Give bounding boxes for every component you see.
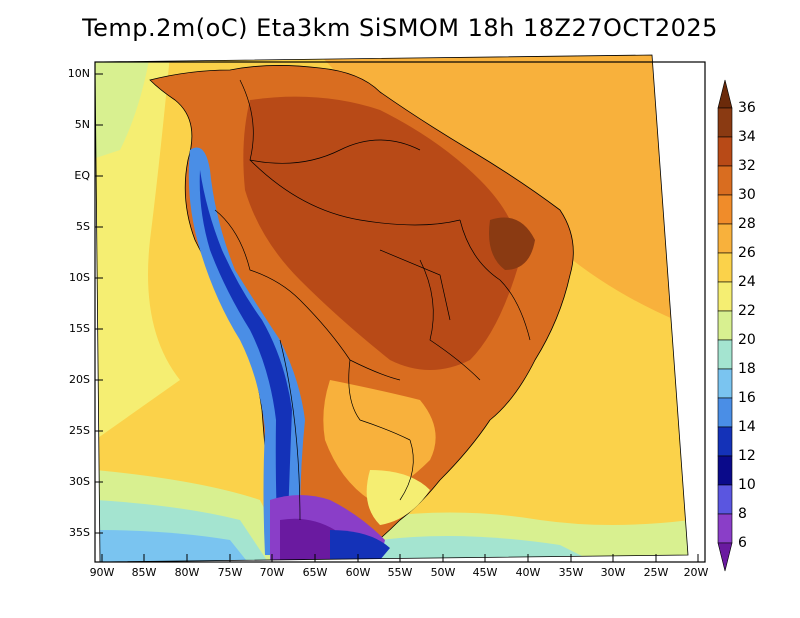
colorbar-segment <box>717 194 733 225</box>
lon-label-65w: 65W <box>302 566 328 579</box>
border-paraguay <box>348 359 411 441</box>
colorbar-label-12: 12 <box>738 448 756 464</box>
lon-label-85w: 85W <box>131 566 157 579</box>
lon-label-80w: 80W <box>174 566 200 579</box>
colorbar-segment <box>717 455 733 486</box>
lon-label-90w: 90W <box>89 566 115 579</box>
lat-label-30s: 30S <box>69 475 90 488</box>
northeast-hottest <box>489 217 535 270</box>
lon-label-55w: 55W <box>387 566 413 579</box>
colorbar-label-28: 28 <box>738 216 756 232</box>
colorbar-segment <box>717 165 733 196</box>
south-pacific-coldest <box>95 530 250 562</box>
colorbar-label-36: 36 <box>738 100 756 116</box>
patagonia-coldest <box>280 518 335 560</box>
lat-label-15s: 15S <box>69 322 90 335</box>
lon-label-60w: 60W <box>345 566 371 579</box>
pacific-cooler-area <box>95 55 150 160</box>
colorbar-segment <box>717 310 733 341</box>
colorbar-bottom-arrow <box>717 542 733 572</box>
lon-label-70w: 70W <box>259 566 285 579</box>
colorbar-segment <box>717 368 733 399</box>
border-brazil-states <box>419 259 481 381</box>
colorbar-label-32: 32 <box>738 158 756 174</box>
colorbar-label-8: 8 <box>738 506 747 522</box>
colorbar-segment <box>717 513 733 544</box>
border-chile-argentina <box>279 339 301 521</box>
andes-very-cold <box>199 170 292 550</box>
lon-label-75w: 75W <box>217 566 243 579</box>
lat-label-eq: EQ <box>74 169 90 182</box>
colorbar-label-34: 34 <box>738 129 756 145</box>
temperature-field <box>95 55 688 562</box>
colorbar-top-arrow <box>717 79 733 109</box>
lon-label-40w: 40W <box>515 566 541 579</box>
lat-label-5n: 5N <box>74 118 90 131</box>
lat-label-10s: 10S <box>69 271 90 284</box>
colorbar-segment <box>717 223 733 254</box>
border-brazil-central <box>379 249 451 321</box>
border-amazon-north <box>249 159 461 226</box>
colorbar-segment <box>717 484 733 515</box>
lat-label-5s: 5S <box>76 220 90 233</box>
lat-ticks <box>95 73 103 534</box>
lon-label-30w: 30W <box>600 566 626 579</box>
colorbar-label-22: 22 <box>738 303 756 319</box>
colorbar-segment <box>717 136 733 167</box>
border-uruguay <box>399 439 414 501</box>
colorbar <box>717 79 733 572</box>
uruguay-mild <box>366 470 430 525</box>
lon-label-35w: 35W <box>558 566 584 579</box>
domain-outline <box>94 54 689 563</box>
lat-label-20s: 20S <box>69 373 90 386</box>
lat-label-10n: 10N <box>67 67 90 80</box>
colorbar-segment <box>717 397 733 428</box>
colorbar-label-10: 10 <box>738 477 756 493</box>
colorbar-label-6: 6 <box>738 535 747 551</box>
border-peru-brazil <box>214 209 301 301</box>
colorbar-label-30: 30 <box>738 187 756 203</box>
border-venezuela-colombia <box>239 79 421 164</box>
colorbar-label-16: 16 <box>738 390 756 406</box>
colorbar-segment <box>717 107 733 138</box>
map-title: Temp.2m(oC) Eta3km SiSMOM 18h 18Z27OCT20… <box>82 14 718 42</box>
buenos-aires-coast-cold <box>330 530 390 560</box>
colorbar-label-18: 18 <box>738 361 756 377</box>
lon-label-20w: 20W <box>683 566 709 579</box>
lon-ticks <box>101 554 699 562</box>
colorbar-segment <box>717 252 733 283</box>
colorbar-label-14: 14 <box>738 419 756 435</box>
colorbar-label-24: 24 <box>738 274 756 290</box>
colorbar-label-20: 20 <box>738 332 756 348</box>
colorbar-segment <box>717 426 733 457</box>
lon-label-45w: 45W <box>472 566 498 579</box>
country-borders <box>214 79 531 521</box>
colorbar-label-26: 26 <box>738 245 756 261</box>
lon-label-50w: 50W <box>430 566 456 579</box>
southern-cone-warm <box>323 380 436 500</box>
amazon-hot-area <box>243 96 521 371</box>
lat-label-35s: 35S <box>69 526 90 539</box>
border-brazil-northeast <box>459 219 531 341</box>
lat-label-25s: 25S <box>69 424 90 437</box>
border-bolivia <box>299 299 401 381</box>
colorbar-segment <box>717 281 733 312</box>
lon-label-25w: 25W <box>643 566 669 579</box>
colorbar-segment <box>717 339 733 370</box>
